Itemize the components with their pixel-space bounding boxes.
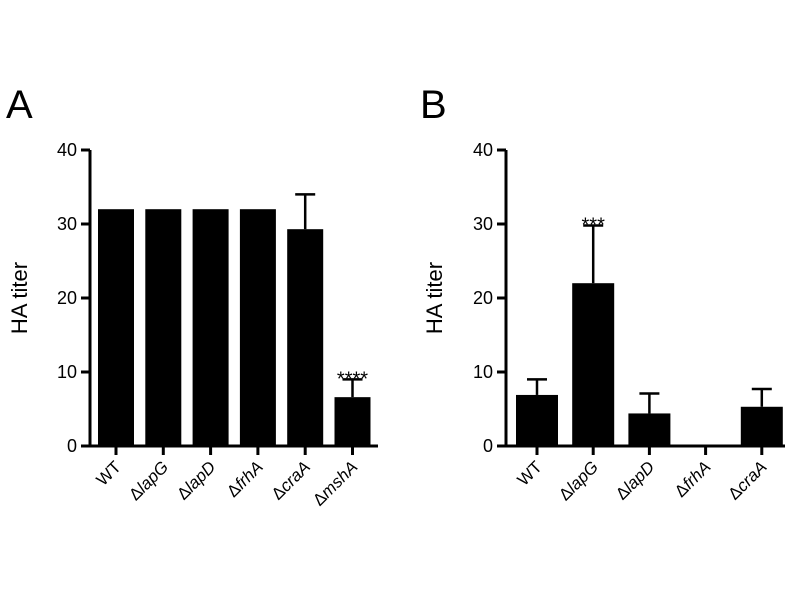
x-category-label: ΔlapG xyxy=(555,457,602,504)
x-category-label: ΔlapG xyxy=(125,457,172,504)
panel-letter: A xyxy=(6,83,33,127)
x-category-label: ΔcraA xyxy=(268,457,314,503)
y-tick-label: 40 xyxy=(57,140,77,160)
y-tick-label: 0 xyxy=(483,436,493,456)
y-tick-label: 40 xyxy=(473,140,493,160)
y-axis-title: HA titer xyxy=(7,262,32,334)
y-tick-label: 0 xyxy=(67,436,77,456)
y-tick-label: 10 xyxy=(473,362,493,382)
panel-letter: B xyxy=(420,83,447,127)
significance-label: **** xyxy=(337,368,368,390)
bar xyxy=(287,229,324,446)
y-tick-label: 20 xyxy=(57,288,77,308)
x-category-label: ΔfrhA xyxy=(223,457,267,501)
y-tick-label: 20 xyxy=(473,288,493,308)
bar xyxy=(145,209,182,446)
gene-name: mshA xyxy=(317,457,361,501)
bar xyxy=(516,394,558,446)
x-category-label: ΔlapD xyxy=(612,457,658,503)
y-axis-title: HA titer xyxy=(422,262,447,334)
bar xyxy=(740,406,783,446)
x-category-label: ΔfrhA xyxy=(671,457,715,501)
panel-b: B HA titer 0 10 20 30 40 WT *** ΔlapG ΔlapD ΔfrhA Δc… xyxy=(420,83,785,504)
x-category-label: WT xyxy=(514,457,546,489)
bar xyxy=(98,209,134,446)
x-category-label: ΔmshA xyxy=(309,457,361,509)
bar xyxy=(334,397,371,446)
bar xyxy=(239,209,276,446)
x-category-label: ΔlapD xyxy=(173,457,219,503)
y-tick-label: 30 xyxy=(57,214,77,234)
bar xyxy=(572,283,615,446)
y-tick-label: 30 xyxy=(473,214,493,234)
x-category-label: WT xyxy=(93,457,125,489)
x-category-label: ΔcraA xyxy=(724,457,770,503)
bar xyxy=(192,209,229,446)
y-tick-label: 10 xyxy=(57,362,77,382)
bar xyxy=(628,413,671,446)
significance-label: *** xyxy=(582,214,606,236)
